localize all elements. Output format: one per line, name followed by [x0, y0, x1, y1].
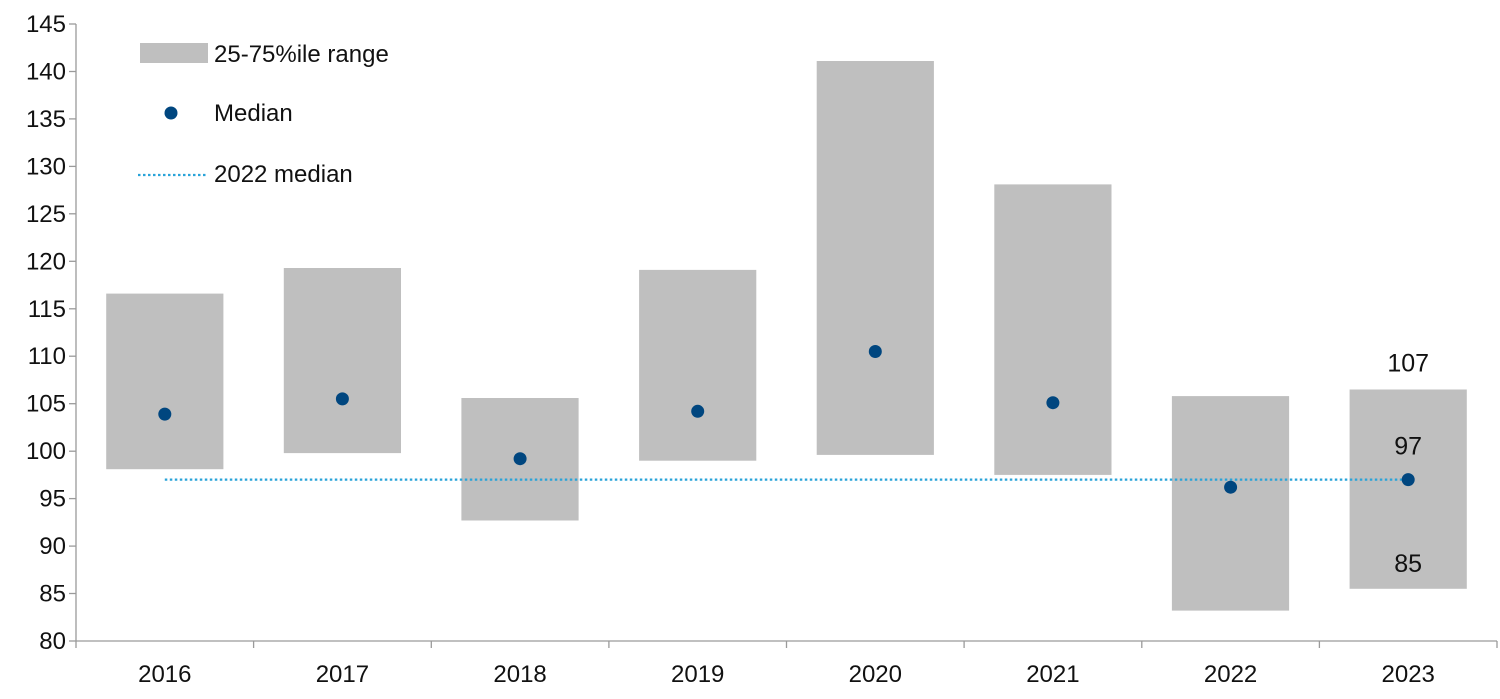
- median-point-2016: [158, 407, 172, 421]
- median-point-2020: [868, 345, 882, 358]
- y-tick-label-110: 110: [28, 343, 66, 370]
- y-tick-label-145: 145: [26, 11, 66, 38]
- y-tick-label-100: 100: [26, 438, 66, 465]
- x-tick-label-2022: 2022: [1204, 661, 1257, 688]
- x-tick-label-2023: 2023: [1382, 661, 1435, 688]
- y-tick-label-85: 85: [39, 581, 66, 608]
- range-bars: [106, 61, 1467, 611]
- legend-range-label: 25-75%ile range: [214, 41, 389, 68]
- x-tick-label-2017: 2017: [316, 661, 369, 688]
- legend: 25-75%ile range Median 2022 median: [138, 41, 389, 188]
- range-bar-2019: [639, 269, 757, 461]
- y-tick-labels: 80 85 90 95 100 105 110 115 120 125 130 135 140 145: [26, 11, 66, 655]
- y-tick-label-135: 135: [26, 106, 66, 133]
- median-point-2022: [1224, 480, 1238, 494]
- data-label-low-2023: 85: [1394, 550, 1422, 578]
- median-point-2017: [335, 392, 349, 406]
- data-label-median-2023: 97: [1394, 433, 1422, 461]
- legend-ref-label: 2022 median: [214, 161, 353, 188]
- median-point-2019: [691, 404, 705, 418]
- legend-median-label: Median: [214, 100, 293, 127]
- data-labels: 107 97 85: [1387, 350, 1429, 578]
- y-tick-label-95: 95: [39, 486, 66, 513]
- axes: [69, 23, 1498, 648]
- range-bar-2023: [1349, 389, 1467, 589]
- y-tick-label-90: 90: [39, 533, 66, 560]
- data-label-high-2023: 107: [1387, 350, 1429, 378]
- x-tick-labels: 2016 2017 2018 2019 2020 2021 2022 2023: [138, 661, 1435, 688]
- x-tick-label-2018: 2018: [493, 661, 546, 688]
- median-point-2018: [513, 452, 527, 466]
- y-tick-label-125: 125: [26, 201, 66, 228]
- range-bar-2021: [994, 184, 1112, 475]
- median-point-2023: [1401, 473, 1415, 487]
- x-tick-label-2016: 2016: [138, 661, 191, 688]
- x-tick-label-2019: 2019: [671, 661, 724, 688]
- y-tick-label-140: 140: [26, 59, 66, 86]
- range-bar-2020: [816, 61, 934, 455]
- y-tick-label-120: 120: [26, 248, 66, 275]
- legend-range-swatch: [140, 43, 208, 63]
- y-tick-label-80: 80: [39, 628, 66, 655]
- legend-median-marker: [164, 106, 178, 120]
- y-tick-label-130: 130: [26, 153, 66, 180]
- median-points: [158, 345, 1415, 494]
- range-bar-2022: [1171, 396, 1290, 611]
- range-bar-2016: [106, 293, 224, 470]
- y-tick-label-115: 115: [28, 296, 66, 323]
- y-tick-label-105: 105: [26, 391, 66, 418]
- x-tick-label-2020: 2020: [849, 661, 902, 688]
- median-point-2021: [1046, 396, 1060, 410]
- range-bar-2017: [283, 268, 401, 454]
- x-tick-label-2021: 2021: [1026, 661, 1079, 688]
